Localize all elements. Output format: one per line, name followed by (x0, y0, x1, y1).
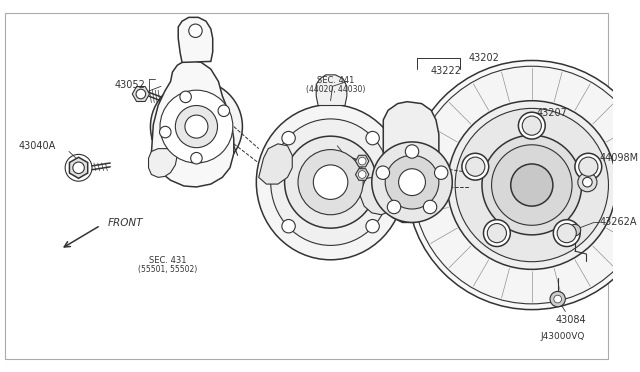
Circle shape (150, 81, 243, 173)
Circle shape (218, 105, 230, 116)
Circle shape (298, 150, 363, 215)
Circle shape (413, 66, 640, 304)
Text: 43040A: 43040A (19, 141, 56, 151)
Circle shape (435, 166, 448, 179)
Circle shape (575, 153, 602, 180)
Circle shape (358, 171, 366, 178)
Polygon shape (178, 17, 212, 62)
Circle shape (376, 166, 390, 179)
Text: (44020, 44030): (44020, 44030) (306, 85, 365, 94)
Circle shape (455, 108, 609, 262)
Circle shape (482, 135, 582, 235)
Circle shape (358, 157, 366, 165)
Circle shape (73, 162, 84, 174)
Text: 43202: 43202 (468, 52, 499, 62)
Circle shape (189, 24, 202, 38)
Text: 44098M: 44098M (600, 153, 639, 163)
Polygon shape (359, 176, 397, 215)
Circle shape (518, 112, 545, 139)
Circle shape (387, 200, 401, 214)
Circle shape (175, 106, 218, 148)
Circle shape (366, 219, 380, 233)
Circle shape (550, 291, 565, 307)
Circle shape (483, 220, 510, 247)
Circle shape (407, 61, 640, 310)
Circle shape (314, 165, 348, 199)
Text: 43052: 43052 (115, 80, 146, 90)
Polygon shape (355, 155, 369, 167)
Circle shape (136, 89, 146, 99)
Text: SEC. 431: SEC. 431 (149, 256, 186, 265)
Circle shape (159, 126, 171, 138)
Polygon shape (383, 102, 439, 222)
Circle shape (282, 131, 295, 145)
Circle shape (554, 295, 561, 303)
Text: 43084: 43084 (556, 315, 586, 325)
Circle shape (487, 224, 506, 243)
Polygon shape (132, 87, 150, 102)
Circle shape (578, 173, 597, 192)
Circle shape (399, 169, 426, 196)
Circle shape (492, 145, 572, 225)
Circle shape (282, 219, 295, 233)
Circle shape (522, 116, 541, 135)
Circle shape (160, 90, 233, 163)
Circle shape (285, 136, 376, 228)
Ellipse shape (271, 119, 390, 246)
Text: (55501, 55502): (55501, 55502) (138, 265, 197, 274)
Circle shape (423, 200, 436, 214)
Circle shape (582, 177, 592, 187)
Ellipse shape (257, 105, 405, 260)
Circle shape (191, 153, 202, 164)
Circle shape (447, 101, 616, 269)
Circle shape (554, 220, 580, 247)
Text: FRONT: FRONT (108, 218, 143, 228)
Text: 43222: 43222 (430, 66, 461, 76)
Text: 43262A: 43262A (600, 217, 637, 227)
Polygon shape (152, 60, 234, 187)
Circle shape (557, 224, 576, 243)
Circle shape (405, 145, 419, 158)
Circle shape (366, 131, 380, 145)
Circle shape (569, 224, 580, 236)
Circle shape (579, 157, 598, 176)
Circle shape (511, 164, 553, 206)
Polygon shape (259, 144, 292, 184)
Polygon shape (148, 149, 177, 177)
Circle shape (385, 155, 439, 209)
Circle shape (180, 91, 191, 103)
Circle shape (462, 153, 489, 180)
Polygon shape (355, 169, 369, 180)
Text: J43000VQ: J43000VQ (540, 332, 584, 341)
Text: SEC. 441: SEC. 441 (317, 76, 354, 85)
Text: 43207: 43207 (536, 108, 568, 118)
Polygon shape (316, 75, 347, 106)
Polygon shape (70, 157, 88, 178)
Circle shape (372, 142, 452, 222)
Circle shape (466, 157, 485, 176)
Circle shape (185, 115, 208, 138)
